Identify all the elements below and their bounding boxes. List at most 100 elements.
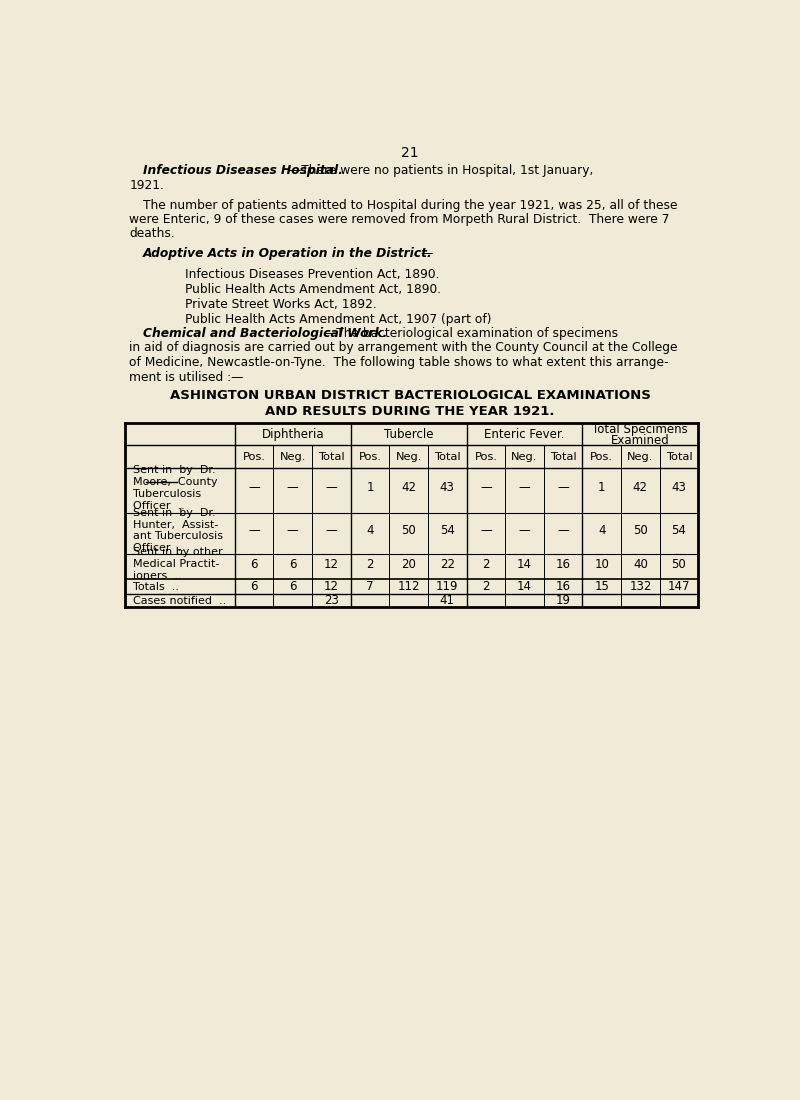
Text: 41: 41 — [440, 594, 454, 607]
Text: Enteric Fever.: Enteric Fever. — [484, 428, 565, 441]
Text: ant Tuberculosis: ant Tuberculosis — [133, 531, 222, 541]
Text: 23: 23 — [324, 594, 339, 607]
Text: 12: 12 — [324, 558, 339, 571]
Text: 2: 2 — [482, 580, 490, 593]
Text: —: — — [558, 481, 569, 494]
Text: Total: Total — [434, 452, 461, 462]
Text: Pos.: Pos. — [242, 452, 266, 462]
Text: —: — — [480, 481, 492, 494]
Text: in aid of diagnosis are carried out by arrangement with the County Council at th: in aid of diagnosis are carried out by a… — [130, 341, 678, 354]
Text: 54: 54 — [440, 524, 454, 537]
Text: 10: 10 — [594, 558, 609, 571]
Text: Total: Total — [550, 452, 577, 462]
Text: Chemical and Bacteriological Work.: Chemical and Bacteriological Work. — [142, 327, 387, 340]
Text: AND RESULTS DURING THE YEAR 1921.: AND RESULTS DURING THE YEAR 1921. — [266, 405, 554, 418]
Text: —: — — [558, 524, 569, 537]
Text: ment is utilised :—: ment is utilised :— — [130, 371, 244, 384]
Text: 14: 14 — [517, 580, 532, 593]
Text: Pos.: Pos. — [474, 452, 498, 462]
Text: were Enteric, 9 of these cases were removed from Morpeth Rural District.  There : were Enteric, 9 of these cases were remo… — [130, 213, 670, 227]
Text: —The bacteriological examination of specimens: —The bacteriological examination of spec… — [323, 327, 618, 340]
Text: Pos.: Pos. — [358, 452, 382, 462]
Text: 50: 50 — [633, 524, 648, 537]
Text: Officer  ..: Officer .. — [133, 543, 184, 553]
Text: Hunter,  Assist-: Hunter, Assist- — [133, 519, 218, 529]
Text: Sent in  by  Dr.: Sent in by Dr. — [133, 465, 215, 475]
Text: 2: 2 — [366, 558, 374, 571]
Text: ioners  ..: ioners .. — [133, 571, 181, 581]
Text: deaths.: deaths. — [130, 228, 175, 241]
Text: Totals  ..: Totals .. — [133, 582, 178, 592]
Text: 6: 6 — [289, 580, 297, 593]
Text: —: — — [480, 524, 492, 537]
Text: 1: 1 — [366, 481, 374, 494]
Text: 15: 15 — [594, 580, 609, 593]
Text: —: — — [248, 481, 260, 494]
Text: Private Street Works Act, 1892.: Private Street Works Act, 1892. — [186, 298, 377, 311]
Text: 6: 6 — [289, 558, 297, 571]
Text: Sent in  by  Dr.: Sent in by Dr. — [133, 507, 215, 518]
Text: 50: 50 — [672, 558, 686, 571]
Text: —There were no patients in Hospital, 1st January,: —There were no patients in Hospital, 1st… — [289, 164, 593, 177]
Text: Total Specimens: Total Specimens — [593, 424, 688, 436]
Text: 50: 50 — [402, 524, 416, 537]
Text: 40: 40 — [633, 558, 648, 571]
Text: —: — — [287, 524, 298, 537]
Text: 14: 14 — [517, 558, 532, 571]
Text: of Medicine, Newcastle-on-Tyne.  The following table shows to what extent this a: of Medicine, Newcastle-on-Tyne. The foll… — [130, 356, 669, 370]
Text: 43: 43 — [440, 481, 454, 494]
Text: 1: 1 — [598, 481, 606, 494]
Text: Cases notified  ..: Cases notified .. — [133, 595, 226, 605]
Text: Tubercle: Tubercle — [384, 428, 434, 441]
Text: Tuberculosis: Tuberculosis — [133, 488, 201, 498]
Text: Neg.: Neg. — [279, 452, 306, 462]
Text: Moore,  County: Moore, County — [133, 476, 217, 487]
Text: —: — — [421, 248, 433, 261]
Text: Infectious Diseases Prevention Act, 1890.: Infectious Diseases Prevention Act, 1890… — [186, 268, 440, 282]
Text: 6: 6 — [250, 558, 258, 571]
Text: Neg.: Neg. — [395, 452, 422, 462]
Text: 42: 42 — [401, 481, 416, 494]
Text: Examined: Examined — [611, 433, 670, 447]
Text: 12: 12 — [324, 580, 339, 593]
Text: Total: Total — [318, 452, 345, 462]
Text: 119: 119 — [436, 580, 458, 593]
Text: 132: 132 — [629, 580, 651, 593]
Text: 54: 54 — [671, 524, 686, 537]
Text: 19: 19 — [556, 594, 570, 607]
Text: 4: 4 — [598, 524, 606, 537]
Text: Total: Total — [666, 452, 692, 462]
Text: Sent in by other: Sent in by other — [133, 548, 222, 558]
Text: —: — — [326, 481, 338, 494]
Text: Infectious Diseases Hospital.: Infectious Diseases Hospital. — [142, 164, 342, 177]
Text: Pos.: Pos. — [590, 452, 614, 462]
Text: 20: 20 — [402, 558, 416, 571]
Text: —: — — [248, 524, 260, 537]
Text: 16: 16 — [556, 580, 570, 593]
Text: Medical Practit-: Medical Practit- — [133, 560, 219, 570]
Text: —: — — [287, 481, 298, 494]
Text: 6: 6 — [250, 580, 258, 593]
Text: 21: 21 — [401, 146, 419, 160]
Text: 147: 147 — [668, 580, 690, 593]
Text: 1921.: 1921. — [130, 178, 164, 191]
Text: 7: 7 — [366, 580, 374, 593]
Text: Officer  ..: Officer .. — [133, 500, 184, 510]
Text: Neg.: Neg. — [511, 452, 538, 462]
Text: Adoptive Acts in Operation in the District.: Adoptive Acts in Operation in the Distri… — [142, 248, 432, 261]
Text: 112: 112 — [398, 580, 420, 593]
Text: ASHINGTON URBAN DISTRICT BACTERIOLOGICAL EXAMINATIONS: ASHINGTON URBAN DISTRICT BACTERIOLOGICAL… — [170, 389, 650, 403]
Text: Public Health Acts Amendment Act, 1907 (part of): Public Health Acts Amendment Act, 1907 (… — [186, 314, 492, 327]
Text: Public Health Acts Amendment Act, 1890.: Public Health Acts Amendment Act, 1890. — [186, 284, 442, 296]
Text: 16: 16 — [556, 558, 570, 571]
Text: —: — — [518, 481, 530, 494]
Text: —: — — [518, 524, 530, 537]
Text: 2: 2 — [482, 558, 490, 571]
Text: —: — — [326, 524, 338, 537]
Text: Diphtheria: Diphtheria — [262, 428, 324, 441]
Text: 4: 4 — [366, 524, 374, 537]
Text: 43: 43 — [671, 481, 686, 494]
Text: The number of patients admitted to Hospital during the year 1921, was 25, all of: The number of patients admitted to Hospi… — [142, 199, 677, 212]
Text: 22: 22 — [440, 558, 454, 571]
Text: 42: 42 — [633, 481, 648, 494]
